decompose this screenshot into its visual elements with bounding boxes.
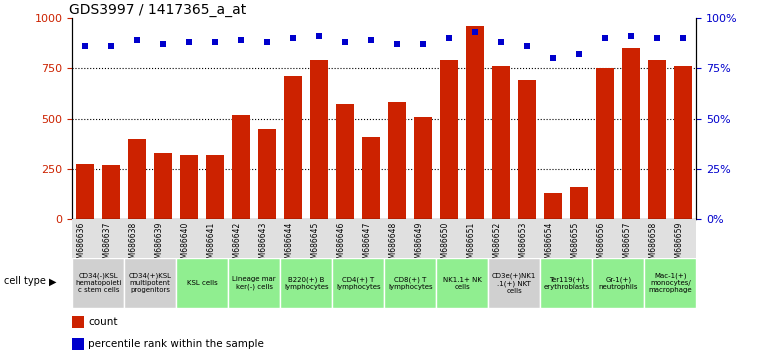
Text: GSM686648: GSM686648 — [388, 222, 397, 268]
Text: GSM686653: GSM686653 — [518, 222, 527, 268]
Bar — [540, 258, 592, 308]
Text: GSM686659: GSM686659 — [674, 222, 683, 268]
Text: CD34(-)KSL
hematopoieti
c stem cells: CD34(-)KSL hematopoieti c stem cells — [75, 273, 122, 293]
Text: GSM686656: GSM686656 — [597, 222, 605, 268]
Text: GSM686638: GSM686638 — [129, 222, 137, 268]
Text: GSM686651: GSM686651 — [466, 222, 476, 268]
Bar — [76, 164, 94, 219]
Bar — [180, 155, 199, 219]
Bar — [72, 258, 124, 308]
Bar — [128, 139, 146, 219]
Bar — [570, 187, 588, 219]
Bar — [466, 26, 485, 219]
Bar — [648, 60, 667, 219]
Text: GSM686657: GSM686657 — [622, 222, 632, 268]
Text: GSM686640: GSM686640 — [180, 222, 189, 268]
Text: GSM686643: GSM686643 — [258, 222, 267, 268]
Bar — [544, 193, 562, 219]
Text: GSM686644: GSM686644 — [285, 222, 293, 268]
Bar — [258, 129, 276, 219]
Text: GSM686652: GSM686652 — [492, 222, 501, 268]
Bar — [72, 219, 696, 258]
Bar — [622, 48, 641, 219]
Text: CD8(+) T
lymphocytes: CD8(+) T lymphocytes — [388, 276, 432, 290]
Text: GSM686654: GSM686654 — [544, 222, 553, 268]
Text: GDS3997 / 1417365_a_at: GDS3997 / 1417365_a_at — [69, 3, 247, 17]
Bar — [228, 258, 280, 308]
Bar — [232, 115, 250, 219]
Bar — [489, 258, 540, 308]
Text: GSM686641: GSM686641 — [206, 222, 215, 268]
Bar — [333, 258, 384, 308]
Text: Mac-1(+)
monocytes/
macrophage: Mac-1(+) monocytes/ macrophage — [648, 273, 692, 293]
Bar — [414, 116, 432, 219]
Bar — [284, 76, 302, 219]
Text: GSM686649: GSM686649 — [414, 222, 423, 268]
Bar — [388, 102, 406, 219]
Bar — [384, 258, 436, 308]
Text: GSM686637: GSM686637 — [102, 222, 111, 268]
Text: cell type: cell type — [4, 276, 46, 286]
Text: CD4(+) T
lymphocytes: CD4(+) T lymphocytes — [336, 276, 380, 290]
Text: CD34(+)KSL
multipotent
progenitors: CD34(+)KSL multipotent progenitors — [129, 273, 172, 293]
Text: NK1.1+ NK
cells: NK1.1+ NK cells — [443, 277, 482, 290]
Text: Ter119(+)
erythroblasts: Ter119(+) erythroblasts — [543, 276, 589, 290]
Bar — [72, 316, 84, 328]
Text: ▶: ▶ — [49, 276, 57, 286]
Text: GSM686639: GSM686639 — [154, 222, 164, 268]
Bar — [336, 104, 355, 219]
Text: CD3e(+)NK1
.1(+) NKT
cells: CD3e(+)NK1 .1(+) NKT cells — [492, 273, 537, 294]
Text: Lineage mar
ker(-) cells: Lineage mar ker(-) cells — [233, 276, 276, 290]
Bar — [72, 338, 84, 350]
Bar — [596, 68, 614, 219]
Text: count: count — [88, 317, 117, 327]
Text: GSM686646: GSM686646 — [336, 222, 345, 268]
Bar — [206, 155, 224, 219]
Bar — [177, 258, 228, 308]
Bar — [102, 165, 120, 219]
Bar — [645, 258, 696, 308]
Text: B220(+) B
lymphocytes: B220(+) B lymphocytes — [284, 276, 329, 290]
Text: GSM686650: GSM686650 — [441, 222, 449, 268]
Bar — [592, 258, 645, 308]
Bar — [280, 258, 333, 308]
Text: GSM686647: GSM686647 — [362, 222, 371, 268]
Text: percentile rank within the sample: percentile rank within the sample — [88, 339, 264, 349]
Bar — [674, 66, 693, 219]
Bar — [154, 153, 173, 219]
Text: KSL cells: KSL cells — [187, 280, 218, 286]
Bar — [124, 258, 177, 308]
Bar — [492, 66, 511, 219]
Bar — [310, 60, 329, 219]
Text: GSM686636: GSM686636 — [76, 222, 85, 268]
Text: GSM686655: GSM686655 — [570, 222, 579, 268]
Text: GSM686645: GSM686645 — [310, 222, 320, 268]
Text: GSM686658: GSM686658 — [648, 222, 658, 268]
Bar — [518, 80, 537, 219]
Text: GSM686642: GSM686642 — [232, 222, 241, 268]
Bar — [362, 137, 380, 219]
Bar — [440, 60, 458, 219]
Bar — [436, 258, 489, 308]
Text: Gr-1(+)
neutrophils: Gr-1(+) neutrophils — [599, 276, 638, 290]
